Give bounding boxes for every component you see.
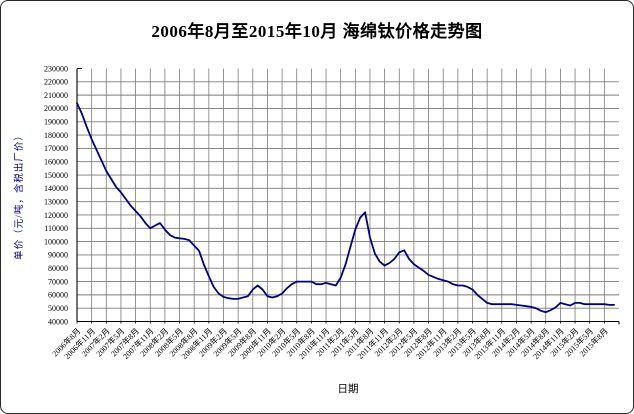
- y-tick-label: 200000: [44, 104, 68, 113]
- y-tick-label: 70000: [48, 277, 68, 286]
- y-tick-label: 160000: [44, 158, 68, 167]
- y-tick-label: 150000: [44, 171, 68, 180]
- y-tick-label: 80000: [48, 264, 68, 273]
- y-tick-label: 110000: [44, 224, 68, 233]
- y-tick-label: 180000: [44, 131, 68, 140]
- y-tick-label: 120000: [44, 211, 68, 220]
- y-tick-label: 60000: [48, 291, 68, 300]
- y-tick-label: 50000: [48, 304, 68, 313]
- y-tick-label: 130000: [44, 197, 68, 206]
- y-tick-label: 90000: [48, 251, 68, 260]
- y-tick-label: 140000: [44, 184, 68, 193]
- y-tick-label: 220000: [44, 78, 68, 87]
- y-tick-label: 190000: [44, 118, 68, 127]
- y-axis-title: 单价（元/吨，含税出厂价）: [15, 130, 25, 260]
- chart-title: 2006年8月至2015年10月 海绵钛价格走势图: [151, 22, 483, 41]
- y-tick-label: 100000: [44, 237, 68, 246]
- x-axis-title: 日期: [337, 384, 359, 395]
- y-tick-label: 230000: [44, 64, 68, 73]
- y-tick-label: 40000: [48, 317, 68, 326]
- y-tick-label: 170000: [44, 144, 68, 153]
- price-line-series: [76, 102, 615, 314]
- y-tick-label: 210000: [44, 91, 68, 100]
